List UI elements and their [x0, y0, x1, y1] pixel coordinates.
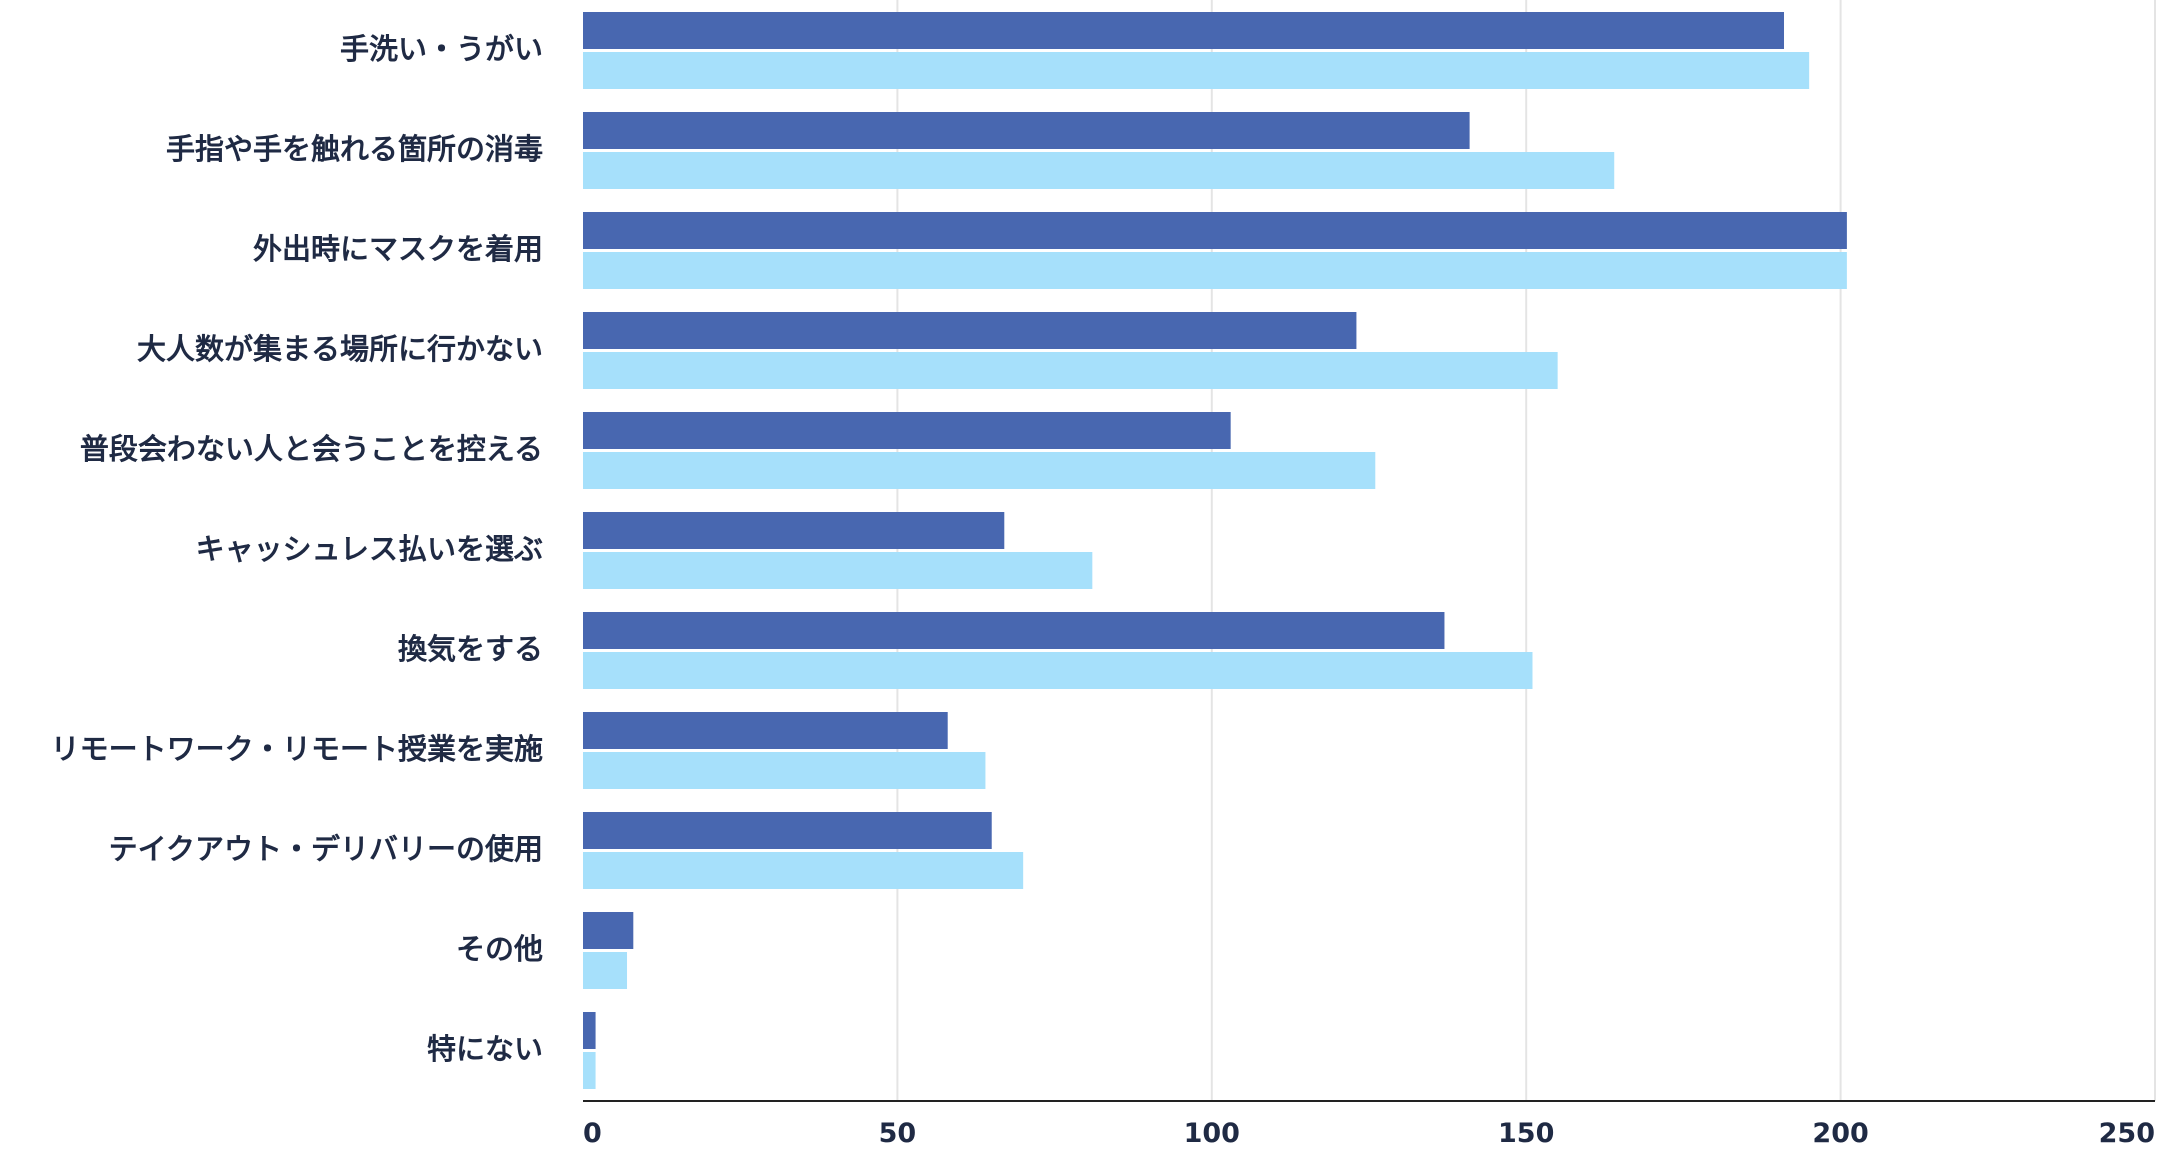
bar-series-2-category-2 — [583, 152, 1615, 189]
bar-series-1-category-7 — [583, 612, 1445, 649]
bar-series-2-category-3 — [583, 252, 1847, 289]
category-label-2: 手指や手を触れる箇所の消毒 — [166, 132, 543, 166]
category-labels: 手洗い・うがい手指や手を触れる箇所の消毒外出時にマスクを着用大人数が集まる場所に… — [51, 32, 543, 1066]
category-label-8: リモートワーク・リモート授業を実施 — [51, 732, 543, 766]
bar-series-1-category-6 — [583, 512, 1005, 549]
bar-series-1-category-9 — [583, 812, 992, 849]
category-label-10: その他 — [456, 932, 543, 966]
category-label-5: 普段会わない人と会うことを控える — [80, 432, 543, 466]
bar-series-2-category-1 — [583, 52, 1810, 89]
bar-series-1-category-10 — [583, 912, 634, 949]
x-tick-label-250: 250 — [2099, 1118, 2155, 1149]
category-label-7: 換気をする — [398, 632, 543, 666]
bar-series-1-category-4 — [583, 312, 1357, 349]
bar-series-2-category-7 — [583, 652, 1533, 689]
x-tick-label-200: 200 — [1812, 1118, 1868, 1149]
category-label-3: 外出時にマスクを着用 — [253, 232, 543, 266]
bar-series-1-category-5 — [583, 412, 1231, 449]
bar-series-2-category-8 — [583, 752, 986, 789]
bar-series-2-category-9 — [583, 852, 1024, 889]
bar-series-1-category-2 — [583, 112, 1470, 149]
bar-series-2-category-11 — [583, 1052, 596, 1089]
bars — [583, 12, 1847, 1089]
category-label-11: 特にない — [427, 1032, 543, 1066]
bar-series-1-category-11 — [583, 1012, 596, 1049]
bar-series-2-category-6 — [583, 552, 1093, 589]
category-label-4: 大人数が集まる場所に行かない — [137, 332, 543, 366]
x-tick-label-150: 150 — [1498, 1118, 1554, 1149]
bar-series-2-category-4 — [583, 352, 1558, 389]
category-label-6: キャッシュレス払いを選ぶ — [196, 532, 543, 566]
x-tick-label-100: 100 — [1184, 1118, 1240, 1149]
x-tick-label-50: 50 — [879, 1118, 917, 1149]
category-label-9: テイクアウト・デリバリーの使用 — [109, 832, 543, 866]
bar-series-1-category-8 — [583, 712, 948, 749]
category-label-1: 手洗い・うがい — [340, 32, 543, 66]
bar-series-1-category-1 — [583, 12, 1785, 49]
bar-series-2-category-10 — [583, 952, 628, 989]
bar-series-1-category-3 — [583, 212, 1847, 249]
bar-series-2-category-5 — [583, 452, 1376, 489]
x-tick-label-0: 0 — [583, 1118, 602, 1149]
x-axis-tick-labels: 0 50 100 150 200 250 — [583, 1118, 2155, 1149]
